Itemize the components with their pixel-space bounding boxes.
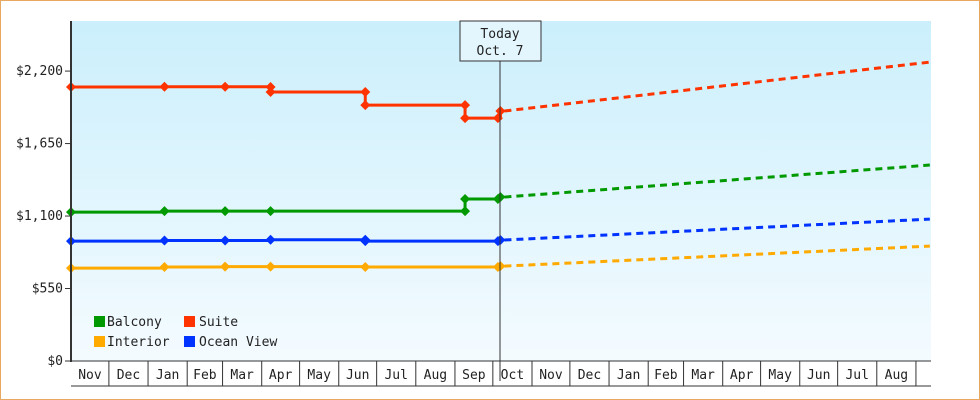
x-axis: Nov Dec Jan Feb Mar Apr May Jun Jul Aug Sep Oct Nov D… <box>71 360 931 387</box>
x-tick-label: Jan <box>617 368 640 383</box>
x-tick-label: Feb <box>654 368 678 383</box>
y-tick-label: $1,100 <box>16 209 63 224</box>
x-tick-label: Aug <box>424 368 447 383</box>
history-line <box>71 85 502 120</box>
y-tick-label: $0 <box>47 354 63 369</box>
data-point <box>220 235 231 246</box>
data-point <box>360 100 371 111</box>
data-point <box>220 261 231 272</box>
legend-item-balcony: Balcony <box>94 315 162 330</box>
legend: Balcony Suite Interior Ocean View <box>94 315 277 350</box>
x-tick-label: Jun <box>807 368 830 383</box>
data-point <box>265 206 276 217</box>
data-point <box>460 113 471 124</box>
legend-swatch <box>94 336 105 347</box>
x-tick-label: Sep <box>462 368 486 383</box>
x-tick-label: Oct <box>501 368 524 383</box>
legend-label: Ocean View <box>199 335 277 350</box>
x-tick-label: Mar <box>691 368 715 383</box>
x-tick-label: Jul <box>845 368 868 383</box>
legend-swatch <box>184 336 195 347</box>
y-tick-label: $550 <box>32 282 63 297</box>
forecast-line <box>504 244 930 268</box>
legend-item-interior: Interior <box>94 335 170 350</box>
data-point <box>360 262 371 273</box>
legend-label: Suite <box>199 315 238 330</box>
today-marker: Today Oct. 7 <box>459 20 542 381</box>
y-tick-label: $2,200 <box>16 64 63 79</box>
legend-item-suite: Suite <box>184 315 238 330</box>
forecast-line <box>504 217 930 242</box>
x-tick-label: Jul <box>384 368 407 383</box>
x-tick-label: Apr <box>730 368 754 383</box>
y-tick-label: $1,650 <box>16 137 63 152</box>
x-tick-label: Jun <box>346 368 369 383</box>
y-axis: $0 $550 $1,100 $1,650 $2,200 <box>16 64 71 369</box>
today-box <box>459 20 542 62</box>
x-tick-label: May <box>768 368 792 383</box>
x-tick-label: Nov <box>78 368 102 383</box>
legend-label: Interior <box>107 335 170 350</box>
history-line <box>71 238 502 243</box>
data-point <box>159 262 170 273</box>
x-tick-label: Feb <box>193 368 217 383</box>
legend-label: Balcony <box>107 315 162 330</box>
data-point <box>360 236 371 247</box>
today-label: Today <box>480 27 519 42</box>
x-tick-label: Mar <box>230 368 254 383</box>
legend-swatch <box>94 316 105 327</box>
x-tick-label: Jan <box>156 368 179 383</box>
data-point <box>159 235 170 246</box>
data-point <box>265 261 276 272</box>
x-tick-label: Dec <box>117 368 140 383</box>
x-tick-label: Dec <box>578 368 601 383</box>
data-point <box>265 234 276 245</box>
data-point <box>360 87 371 98</box>
data-point <box>460 100 471 111</box>
data-point <box>265 82 276 93</box>
x-tick-label: May <box>307 368 331 383</box>
legend-swatch <box>184 316 195 327</box>
data-point <box>265 87 276 98</box>
x-tick-label: Apr <box>269 368 293 383</box>
plot-area <box>71 21 931 361</box>
data-point <box>159 81 170 92</box>
data-point <box>460 194 471 205</box>
data-point <box>159 206 170 217</box>
x-tick-label: Nov <box>539 368 563 383</box>
data-point <box>460 206 471 217</box>
data-point <box>220 81 231 92</box>
today-date: Oct. 7 <box>477 44 524 59</box>
legend-item-ocean-view: Ocean View <box>184 335 277 350</box>
data-point <box>220 206 231 217</box>
x-tick-label: Aug <box>885 368 908 383</box>
